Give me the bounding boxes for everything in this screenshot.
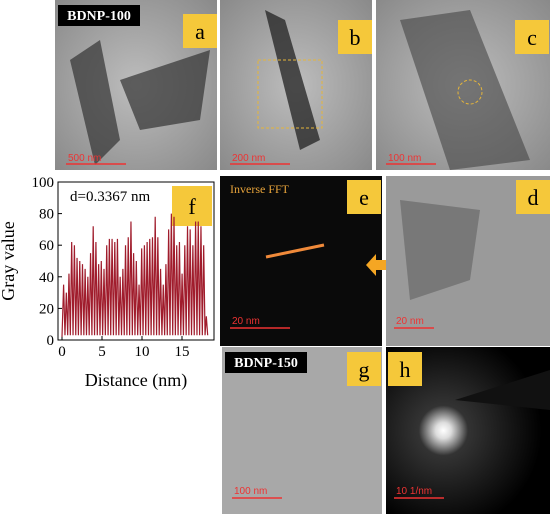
panel-letter: e [359, 185, 369, 210]
x-tick-label: 15 [175, 344, 190, 360]
y-tick-label: 40 [39, 270, 54, 286]
x-axis-label: Distance (nm) [85, 370, 187, 391]
y-tick-label: 80 [39, 207, 54, 223]
x-tick-label: 5 [98, 344, 106, 360]
scale-label: 20 nm [232, 316, 260, 327]
sample-label: BDNP-100 [67, 9, 131, 24]
panel-letter: d [528, 185, 539, 210]
panel-h: h 10 1/nm [386, 347, 550, 514]
panel-e: Inverse FFT e 20 nm [220, 176, 382, 346]
sample-label: BDNP-150 [234, 356, 298, 371]
panel-d: d 20 nm [386, 176, 550, 346]
panel-letter: f [188, 194, 196, 219]
annotation: d=0.3367 nm [70, 189, 150, 205]
x-tick-label: 0 [58, 344, 66, 360]
panel-g: BDNP-150 g 100 nm [222, 347, 382, 514]
scale-label: 500 nm [68, 153, 101, 164]
profile-line [61, 213, 209, 337]
scale-label: 20 nm [396, 316, 424, 327]
y-tick-label: 100 [32, 175, 55, 191]
y-axis-label: Gray value [0, 221, 18, 300]
scale-label: 200 nm [232, 153, 265, 164]
panel-letter: b [350, 25, 361, 50]
x-tick-label: 10 [135, 344, 150, 360]
panel-c: c 100 nm [376, 0, 550, 170]
scale-label: 100 nm [234, 486, 267, 497]
panel-letter: c [527, 25, 537, 50]
scale-label: 100 nm [388, 153, 421, 164]
panel-letter: a [195, 19, 205, 44]
panel-a: BDNP-100 a 500 nm [55, 0, 217, 170]
panel-b: b 200 nm [220, 0, 372, 170]
y-tick-label: 60 [39, 238, 54, 254]
y-tick-label: 20 [39, 301, 54, 317]
panel-title: Inverse FFT [230, 182, 290, 196]
arrow [366, 254, 388, 276]
panel-letter: h [400, 357, 411, 382]
scale-label: 10 1/nm [396, 486, 432, 497]
y-tick-label: 0 [47, 333, 55, 349]
panel-letter: g [359, 357, 370, 382]
